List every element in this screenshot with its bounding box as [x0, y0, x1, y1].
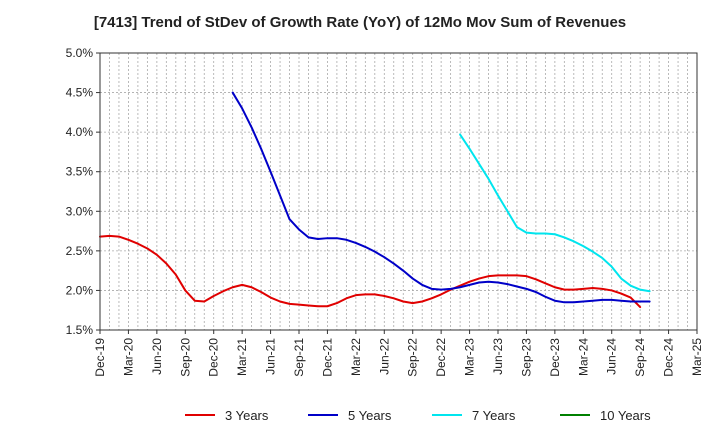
- x-tick-label: Dec-22: [434, 338, 448, 377]
- x-tick-label: Mar-25: [690, 338, 704, 376]
- y-axis: 1.5% 2.0% 2.5% 3.0% 3.5% 4.0% 4.5% 5.0%: [66, 46, 100, 337]
- x-tick-label: Mar-21: [235, 338, 249, 376]
- x-tick-label: Jun-24: [605, 338, 619, 375]
- x-tick-label: Jun-23: [491, 338, 505, 375]
- x-tick-label: Dec-21: [320, 338, 334, 377]
- x-tick-label: Mar-24: [576, 338, 590, 376]
- plot-area: [100, 53, 697, 330]
- y-tick-label: 3.5%: [66, 165, 94, 179]
- y-tick-label: 2.0%: [66, 283, 94, 297]
- x-tick-label: Mar-22: [349, 338, 363, 376]
- x-tick-label: Sep-24: [633, 338, 647, 377]
- x-tick-label: Dec-24: [662, 338, 676, 377]
- y-tick-label: 1.5%: [66, 323, 94, 337]
- x-tick-label: Jun-22: [377, 338, 391, 375]
- y-tick-label: 5.0%: [66, 46, 94, 60]
- x-tick-label: Mar-20: [121, 338, 135, 376]
- x-axis: Dec-19 Mar-20 Jun-20 Sep-20 Dec-20 Mar-21 Jun-…: [93, 330, 704, 377]
- x-tick-label: Sep-20: [178, 338, 192, 377]
- x-tick-label: Sep-23: [519, 338, 533, 377]
- x-tick-label: Dec-19: [93, 338, 107, 377]
- series-layer: [99, 91, 651, 309]
- series-line-7-years: [459, 133, 651, 293]
- plot-frame: [99, 52, 698, 331]
- x-tick-label: Sep-21: [292, 338, 306, 377]
- chart-title: [7413] Trend of StDev of Growth Rate (Yo…: [93, 14, 627, 31]
- x-tick-label: Dec-23: [548, 338, 562, 377]
- series-line-5-years: [231, 91, 651, 304]
- legend-label: 3 Years: [225, 408, 269, 423]
- x-tick-label: Sep-22: [406, 338, 420, 377]
- legend-label: 10 Years: [600, 408, 651, 423]
- x-tick-label: Mar-23: [463, 338, 477, 376]
- y-tick-label: 3.0%: [66, 204, 94, 218]
- y-tick-label: 4.0%: [66, 125, 94, 139]
- y-tick-label: 2.5%: [66, 244, 94, 258]
- x-tick-label: Jun-20: [150, 338, 164, 375]
- x-tick-label: Jun-21: [264, 338, 278, 375]
- x-tick-label: Dec-20: [207, 338, 221, 377]
- legend-label: 7 Years: [472, 408, 516, 423]
- series-line-3-years: [99, 234, 642, 309]
- legend: 3 Years 5 Years 7 Years 10 Years: [185, 408, 651, 423]
- legend-label: 5 Years: [348, 408, 392, 423]
- y-tick-label: 4.5%: [66, 86, 94, 100]
